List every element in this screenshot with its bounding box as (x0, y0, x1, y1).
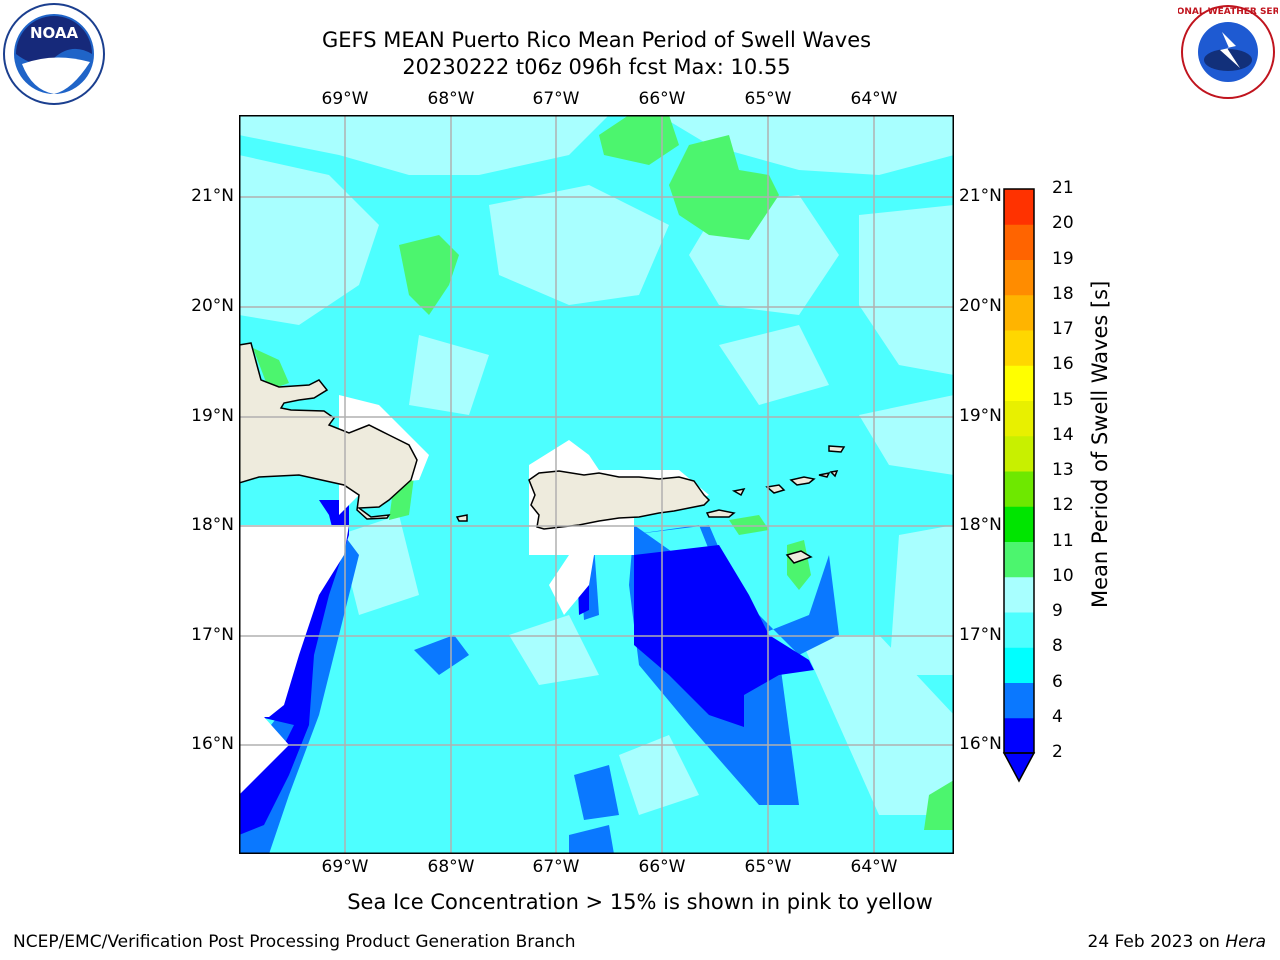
colorbar-tick-label: 17 (1052, 319, 1074, 339)
lat-tick-right: 16°N (959, 734, 1002, 754)
lat-tick-right: 18°N (959, 515, 1002, 535)
colorbar-band (1004, 294, 1034, 331)
footer-host: Hera (1225, 932, 1266, 952)
lon-tick-top: 69°W (321, 89, 369, 109)
colorbar-bands (1004, 189, 1034, 754)
lat-tick-right: 19°N (959, 406, 1002, 426)
colorbar-band (1004, 506, 1034, 542)
chart-title: GEFS MEAN Puerto Rico Mean Period of Swe… (321, 28, 872, 52)
colorbar-tick-label: 8 (1052, 636, 1063, 657)
colorbar-tick-label: 18 (1052, 283, 1074, 304)
colorbar-band (1004, 435, 1034, 472)
lon-tick-bottom: 68°W (427, 857, 475, 877)
footer-date-text: 24 Feb 2023 on (1087, 932, 1226, 952)
lon-tick-bottom: 64°W (850, 857, 898, 877)
colorbar-label: Mean Period of Swell Waves [s] (1088, 280, 1112, 608)
lon-tick-top: 67°W (532, 89, 580, 109)
graticule (239, 115, 954, 854)
colorbar-band (1004, 189, 1034, 225)
colorbar-band (1004, 365, 1034, 401)
colorbar-band (1004, 224, 1034, 260)
lon-tick-bottom: 67°W (532, 857, 580, 877)
lat-tick-right: 21°N (959, 186, 1002, 206)
colorbar-tick-label: 4 (1052, 706, 1063, 727)
lat-tick-left: 19°N (191, 406, 234, 426)
lat-tick-left: 18°N (191, 515, 234, 535)
map-panel (239, 115, 954, 854)
footer-date: 24 Feb 2023 on Hera (1088, 932, 1266, 952)
lon-tick-bottom: 69°W (321, 857, 369, 877)
colorbar-tick-label: 19 (1052, 248, 1074, 269)
colorbar-band (1004, 471, 1034, 507)
colorbar-band (1004, 400, 1034, 437)
colorbar (1002, 188, 1036, 783)
sea-ice-caption: Sea Ice Concentration > 15% is shown in … (347, 890, 933, 914)
colorbar-tick-label: 20 (1052, 213, 1074, 234)
colorbar-band (1004, 612, 1034, 648)
lon-tick-bottom: 66°W (638, 857, 686, 877)
lon-tick-top: 66°W (638, 89, 686, 109)
colorbar-tick-label: 6 (1052, 671, 1063, 692)
lat-tick-right: 20°N (959, 296, 1002, 316)
colorbar-tick-label: 15 (1052, 389, 1074, 410)
colorbar-extend-arrow (1002, 752, 1036, 783)
footer-branch: NCEP/EMC/Verification Post Processing Pr… (13, 932, 576, 952)
colorbar-tick-label: 14 (1052, 424, 1074, 445)
noaa-logo-icon: NOAA (3, 3, 105, 105)
lon-tick-bottom: 65°W (744, 857, 792, 877)
colorbar-tick-label: 13 (1052, 460, 1074, 480)
colorbar-band (1004, 541, 1034, 578)
colorbar-tick-label: 21 (1052, 178, 1074, 198)
colorbar-tick-label: 12 (1052, 495, 1074, 516)
lon-tick-top: 65°W (744, 89, 792, 109)
colorbar-band (1004, 682, 1034, 719)
nws-logo-icon: NATIONAL WEATHER SERVICE (1178, 5, 1278, 99)
period-9-10-regions (253, 115, 954, 830)
lat-tick-left: 20°N (191, 296, 234, 316)
colorbar-tick-label: 10 (1052, 565, 1074, 586)
lon-tick-top: 68°W (427, 89, 475, 109)
colorbar-band (1004, 647, 1034, 683)
lat-tick-right: 17°N (959, 625, 1002, 645)
svg-text:NATIONAL WEATHER SERVICE: NATIONAL WEATHER SERVICE (1178, 7, 1278, 17)
land-masses (239, 342, 846, 564)
colorbar-band (1004, 259, 1034, 296)
lat-tick-left: 17°N (191, 625, 234, 645)
chart-subtitle: 20230222 t06z 096h fcst Max: 10.55 (402, 55, 791, 79)
lat-tick-left: 16°N (191, 734, 234, 754)
colorbar-tick-label: 2 (1052, 742, 1063, 762)
svg-text:NOAA: NOAA (30, 24, 79, 42)
colorbar-band (1004, 330, 1034, 366)
colorbar-tick-label: 11 (1052, 530, 1074, 551)
colorbar-tick-label: 16 (1052, 354, 1074, 375)
lon-tick-top: 64°W (850, 89, 898, 109)
colorbar-band (1004, 717, 1034, 754)
colorbar-band (1004, 576, 1034, 613)
colorbar-tick-label: 9 (1052, 601, 1063, 621)
lat-tick-left: 21°N (191, 186, 234, 206)
